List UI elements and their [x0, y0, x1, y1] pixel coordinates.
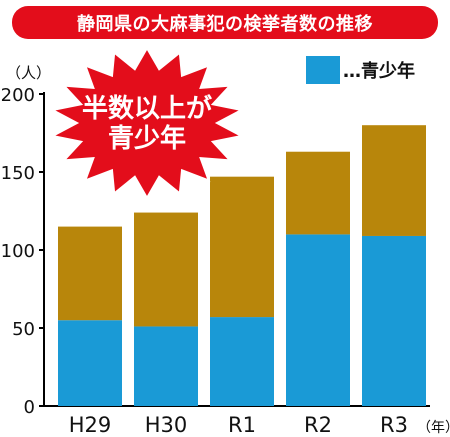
y-tick-label: 50: [12, 319, 35, 340]
callout-text-line: 半数以上が: [82, 93, 212, 124]
axes: 0 50 100 150 200 （人） （年）: [1, 64, 450, 436]
bar-R2-series-1: [286, 151, 350, 235]
bar-R1-series-1: [210, 176, 274, 318]
chart-title: 静岡県の大麻事犯の検挙者数の推移: [12, 6, 438, 39]
bar-R2-series-0: [286, 234, 350, 406]
bar-H30-series-0: [134, 326, 198, 406]
x-tick-label: R2: [304, 413, 332, 437]
bar-R1-series-0: [210, 317, 274, 406]
y-tick-label: 100: [1, 241, 35, 262]
x-tick-label: H30: [145, 413, 188, 437]
bar-H29-series-0: [58, 320, 122, 406]
y-tick-label: 150: [1, 163, 35, 184]
bar-H29-series-1: [58, 226, 122, 321]
legend-swatch: [306, 56, 340, 84]
bar-R3-series-0: [362, 235, 426, 406]
bar-H30-series-1: [134, 212, 198, 327]
y-tick-label: 200: [1, 85, 35, 106]
bar-R3-series-1: [362, 125, 426, 236]
y-axis-unit: （人）: [6, 64, 51, 82]
x-tick-label: H29: [69, 413, 112, 437]
bars: H29 H30 R1 R2 R3: [58, 125, 426, 437]
x-tick-label: R1: [228, 413, 256, 437]
x-axis-unit: （年）: [417, 420, 450, 436]
starburst-shape: [49, 46, 245, 200]
legend: …青少年: [306, 56, 415, 84]
y-tick-label: 0: [24, 397, 35, 418]
x-tick-label: R3: [380, 413, 408, 437]
legend-label: …青少年: [343, 60, 415, 82]
callout-text-line: 青少年: [108, 123, 186, 154]
